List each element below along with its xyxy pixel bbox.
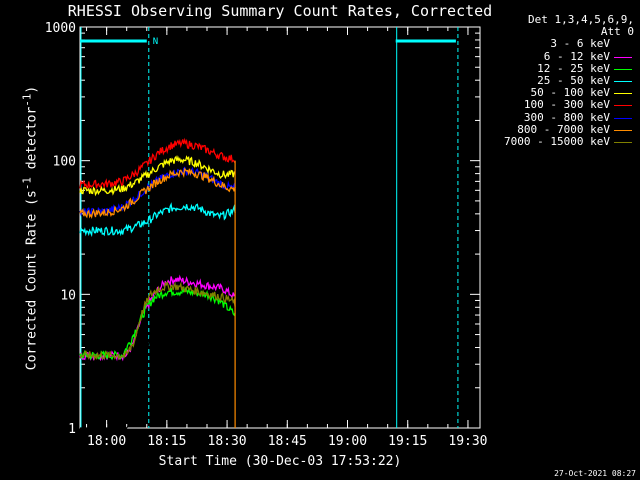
legend-item: 800 - 7000 keV [478,122,636,136]
x-tick-label: 18:15 [147,434,186,449]
legend-swatch [614,68,632,70]
y-tick-label: 10 [60,288,76,303]
flag-label: N [153,37,158,47]
legend-item: 6 - 12 keV [478,49,636,63]
y-tick-label: 1 [68,422,76,437]
series-line [79,167,236,219]
series-line [79,280,236,361]
legend-swatch [614,105,632,107]
x-axis-label: Start Time (30-Dec-03 17:53:22) [158,454,402,469]
legend-swatch [614,56,632,58]
series-line [79,274,236,362]
legend-header-detectors: Det 1,3,4,5,6,9, [528,13,634,26]
legend-label: 3 - 6 keV [550,37,610,51]
y-axis-label-part: Corrected Count Rate (s [24,190,40,371]
y-tick-label: 1000 [45,21,76,36]
legend-item: 100 - 300 keV [478,99,636,111]
legend-label: 12 - 25 keV [537,61,610,75]
x-tick-label: 18:45 [268,434,307,449]
y-axis-label-exponent: -1 [20,177,34,191]
series-line [79,166,236,217]
x-tick-label: 19:30 [448,434,487,449]
legend-label: 100 - 300 keV [523,98,610,112]
legend-swatch [614,129,632,131]
legend-item: 25 - 50 keV [478,73,636,87]
y-tick-label: 100 [53,155,76,170]
generation-timestamp: 27-Oct-2021 08:27 [554,469,636,478]
legend-swatch [614,80,632,82]
legend-label: 800 - 7000 keV [517,122,610,136]
legend-label: 6 - 12 keV [543,49,610,63]
legend-label: 25 - 50 keV [537,73,610,87]
legend-item: 7000 - 15000 keV [478,134,636,148]
legend-item: 50 - 100 keV [478,86,636,100]
series-line [79,155,236,197]
legend: Det 1,3,4,5,6,9, Att 0 3 - 6 keV 6 - 12 k… [478,13,636,148]
legend-item: 300 - 800 keV [478,110,636,124]
x-tick-label: 19:15 [388,434,427,449]
y-axis-label: Corrected Count Rate (s-1 detector-1) [20,86,39,370]
x-tick-label: 18:00 [87,434,126,449]
y-axis-label-part: ) [24,85,40,94]
legend-swatch [614,141,632,143]
series-line [79,137,236,190]
series-line [79,286,236,361]
legend-label: 7000 - 15000 keV [504,134,610,148]
axes-frame [79,26,481,429]
chart-title: RHESSI Observing Summary Count Rates, Co… [67,2,493,20]
legend-label: 50 - 100 keV [530,86,610,100]
legend-item: 3 - 6 keV [478,38,636,50]
legend-swatch [614,44,632,46]
y-axis-label-exponent: -1 [20,93,34,107]
legend-header-attenuator: Att 0 [600,25,634,39]
series-line [80,299,236,429]
legend-label: 300 - 800 keV [523,110,610,124]
series-line [79,202,236,238]
legend-swatch [614,93,632,95]
y-axis-label-part: detector [24,106,40,178]
legend-swatch [614,117,632,119]
x-tick-label: 18:30 [208,434,247,449]
x-tick-label: 19:00 [328,434,367,449]
legend-item: 12 - 25 keV [478,61,636,75]
